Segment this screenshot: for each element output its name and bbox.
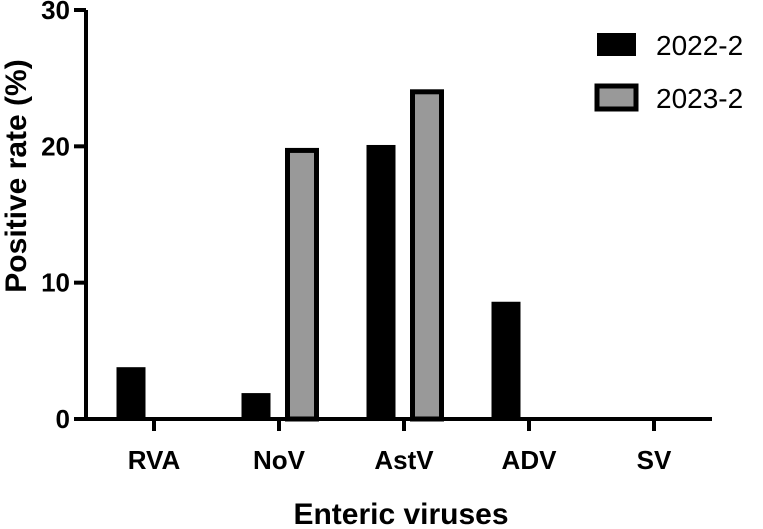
y-tick-label: 30	[41, 0, 70, 25]
legend: 2022-2 2023-2	[594, 30, 743, 114]
bar-adv-2022-2	[491, 301, 521, 419]
x-tick-label-sv: SV	[637, 445, 672, 475]
x-tick-label-nov: NoV	[253, 445, 306, 475]
y-tick-label: 10	[41, 268, 70, 298]
legend-label-2022-2: 2022-2	[656, 30, 743, 61]
x-ticks-group: RVA NoV AstV ADV SV	[128, 419, 672, 475]
legend-label-2023-2: 2023-2	[656, 83, 743, 114]
bar-astv-2023-2	[410, 89, 444, 422]
legend-swatch-2022-2	[597, 33, 636, 56]
y-tick-label: 0	[56, 404, 70, 434]
bars-group	[116, 89, 521, 422]
y-ticks-group: 0 10 20 30	[41, 0, 86, 434]
x-axis-title: Enteric viruses	[293, 498, 508, 529]
axes-group	[84, 10, 712, 421]
x-tick-label-rva: RVA	[128, 445, 181, 475]
bar-nov-2023-2	[285, 147, 319, 422]
bar-astv-2022-2	[366, 144, 396, 419]
bar-rva-2022-2	[116, 367, 146, 419]
x-tick-label-astv: AstV	[374, 445, 434, 475]
x-tick-label-adv: ADV	[502, 445, 558, 475]
bar-nov-2022-2	[241, 393, 271, 419]
y-tick-label: 20	[41, 131, 70, 161]
y-axis-title: Positive rate (%)	[0, 59, 33, 292]
legend-swatch-2023-2	[594, 83, 639, 112]
